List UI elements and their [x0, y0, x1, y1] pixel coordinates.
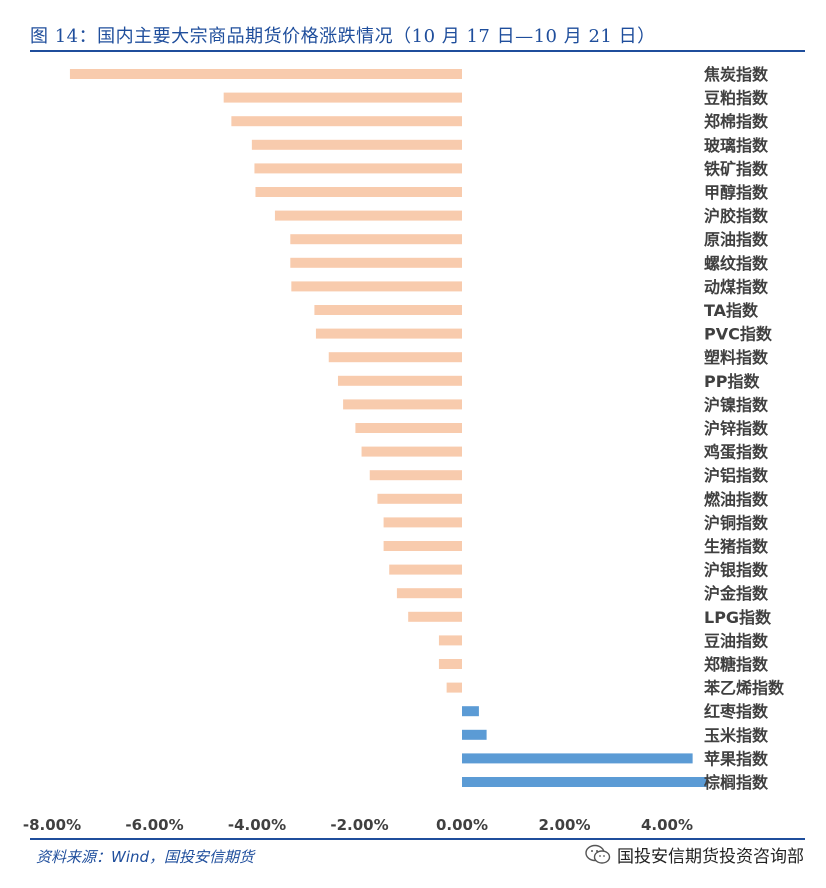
category-label: 沪金指数: [704, 584, 769, 603]
x-tick-label: -6.00%: [125, 816, 183, 834]
bar-13: [337, 375, 462, 386]
x-tick-label: -4.00%: [228, 816, 286, 834]
category-label: 沪胶指数: [704, 207, 769, 226]
bar-5: [255, 187, 462, 197]
x-tick-label: 4.00%: [641, 816, 693, 834]
category-label: PVC指数: [704, 325, 773, 344]
bar-25: [438, 659, 462, 669]
category-label: 红枣指数: [704, 702, 769, 721]
category-label: 鸡蛋指数: [703, 443, 769, 462]
x-tick-label: 2.00%: [538, 816, 590, 834]
bar-20: [383, 541, 462, 551]
bar-24: [438, 635, 462, 646]
bar-22: [396, 588, 462, 599]
category-label: 生猪指数: [704, 537, 769, 556]
source-note: 资料来源：Wind，国投安信期货: [36, 848, 255, 866]
category-label: LPG指数: [704, 608, 772, 627]
category-label: 棕榈指数: [704, 773, 769, 792]
bar-17: [369, 470, 462, 481]
x-tick-label: 0.00%: [436, 816, 488, 834]
x-tick-label: -2.00%: [330, 816, 388, 834]
category-label: 动煤指数: [704, 277, 769, 296]
wechat-icon: [585, 844, 611, 864]
category-label: 螺纹指数: [704, 254, 769, 273]
bar-18: [377, 493, 462, 504]
category-label: 燃油指数: [704, 490, 769, 509]
bar-28: [462, 729, 487, 740]
x-tick-labels: -8.00% -6.00% -4.00% -2.00% 0.00% 2.00% 4.00%: [23, 816, 693, 834]
category-label: 沪银指数: [704, 561, 769, 580]
bar-4: [254, 163, 462, 174]
bar-1: [223, 92, 462, 103]
category-label: 沪铝指数: [704, 466, 769, 485]
x-tick-label: -8.00%: [23, 816, 81, 834]
bar-15: [355, 423, 462, 433]
bar-21: [389, 564, 462, 575]
category-label: 玻璃指数: [704, 136, 769, 155]
category-label: 郑棉指数: [704, 112, 769, 131]
category-label: 甲醇指数: [704, 183, 769, 202]
bar-12: [328, 352, 462, 363]
bars-group: [69, 69, 708, 787]
bar-29: [462, 753, 693, 764]
bar-11: [315, 328, 462, 339]
category-label: 塑料指数: [704, 348, 769, 367]
bar-7: [290, 234, 462, 245]
category-label: 沪镍指数: [704, 395, 769, 414]
bar-27: [462, 706, 479, 717]
category-label: 豆粕指数: [704, 89, 769, 108]
bar-10: [314, 305, 462, 315]
category-label: 沪锌指数: [704, 419, 769, 438]
category-label: 郑糖指数: [704, 655, 769, 674]
bar-8: [290, 257, 462, 268]
bar-14: [343, 399, 462, 410]
bar-30: [462, 777, 708, 787]
bar-19: [383, 517, 462, 528]
category-label: 铁矿指数: [704, 159, 769, 178]
category-label: 苯乙烯指数: [703, 679, 785, 698]
category-label: 焦炭指数: [703, 65, 769, 84]
category-label: 玉米指数: [704, 726, 769, 745]
bar-23: [408, 611, 462, 622]
category-label: PP指数: [704, 372, 760, 391]
footer-divider: [30, 838, 805, 840]
bar-0: [69, 69, 462, 79]
watermark-text: 国投安信期货投资咨询部: [617, 847, 804, 867]
bar-6: [274, 210, 462, 221]
category-label: TA指数: [704, 301, 759, 320]
watermark: 国投安信期货投资咨询部: [585, 842, 804, 867]
title-divider: [30, 50, 805, 52]
chart-title: 图 14：国内主要大宗商品期货价格涨跌情况（10 月 17 日—10 月 21 …: [30, 26, 656, 47]
bar-9: [291, 281, 462, 292]
bar-2: [231, 116, 462, 127]
bar-3: [251, 139, 462, 150]
bar-26: [446, 682, 462, 693]
category-label: 沪铜指数: [704, 513, 769, 532]
category-labels: 焦炭指数豆粕指数郑棉指数玻璃指数铁矿指数甲醇指数沪胶指数原油指数螺纹指数动煤指数…: [703, 65, 785, 792]
category-label: 原油指数: [704, 230, 769, 249]
bar-16: [361, 446, 462, 457]
category-label: 苹果指数: [704, 749, 769, 768]
category-label: 豆油指数: [704, 631, 769, 650]
